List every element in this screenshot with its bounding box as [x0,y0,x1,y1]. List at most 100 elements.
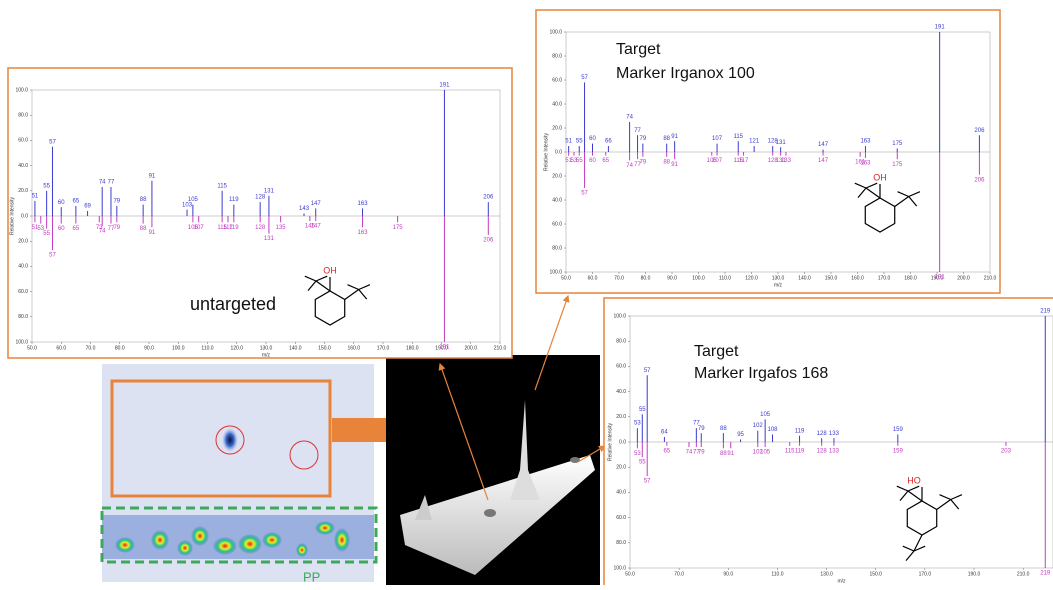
y-tick-label: 20.0 [616,465,626,471]
peak-label: 60 [589,136,596,142]
peak-label: 206 [483,237,494,243]
x-tick-label: 170.0 [919,571,932,577]
y-tick-label: 80.0 [552,245,562,251]
peak-label: 191 [935,25,946,31]
peak-label: 64 [661,430,668,436]
peak-label: 74 [99,180,106,186]
x-tick-label: 200.0 [464,345,477,351]
peak-label: 203 [1001,448,1012,454]
peak-label: 53 [634,451,641,457]
peak-label: 57 [49,253,56,259]
peak-label: 206 [483,195,494,201]
y-tick-label: 60.0 [18,138,28,144]
peak-label: 175 [393,225,404,231]
y-tick-label: 100.0 [613,313,626,319]
bond [344,289,360,300]
peak-label: 102 [753,423,764,429]
peak-label: 159 [893,448,904,454]
peak-label: 95 [737,432,744,438]
peak-label: 131 [776,140,787,146]
x-tick-label: 90.0 [667,275,677,281]
peak-label: 147 [311,201,322,207]
x-tick-label: 140.0 [798,275,811,281]
panel-frame [535,9,1001,294]
peak-label: 128 [768,139,779,145]
peak-label: 131 [264,188,275,194]
peak-label: 128 [768,158,779,164]
peak-label: 115 [785,448,795,454]
bond [950,499,960,510]
peak-label: 128 [817,431,828,437]
peak-label: 91 [671,162,678,168]
peak-label: 65 [602,158,609,164]
bond [905,550,915,561]
y-tick-label: 20.0 [18,188,28,194]
peak-label: 51 [565,158,572,164]
arrow [438,362,489,501]
y-tick-label: 100.0 [549,29,562,35]
y-tick-label: 100.0 [15,87,28,93]
peak-label: 77 [108,226,115,232]
x-tick-label: 150.0 [869,571,882,577]
x-tick-label: 60.0 [56,345,66,351]
y-tick-label: 40.0 [552,197,562,203]
peak-label: 74 [99,229,106,235]
structure-label: OH [873,172,887,182]
peak-label: 73 [96,225,103,231]
x-tick-label: 130.0 [772,275,785,281]
arrow [534,294,570,391]
bond [908,191,921,198]
peak-label: 161 [855,159,866,165]
spectrum-panel: 100.0 80.0 60.0 40.0 20.0 0.0 20.0 40.0 60.0 80.0… [535,9,1001,294]
peak-label: 65 [664,448,671,454]
y-axis-label: Relative Intensity [607,422,613,461]
bond [865,182,878,189]
x-tick-label: 150.0 [825,275,838,281]
peak-label: 175 [892,141,903,147]
peak-label: 51 [32,193,39,199]
y-tick-label: 20.0 [552,125,562,131]
peak-label: 57 [644,479,651,485]
peak-label: 206 [974,128,985,134]
x-tick-label: 190.0 [968,571,981,577]
peak-label: 79 [698,450,705,456]
x-tick-label: 180.0 [904,275,917,281]
peak-label: 115 [733,158,743,164]
x-tick-label: 180.0 [406,345,419,351]
panel-frame [603,297,1053,589]
y-tick-label: 40.0 [616,490,626,496]
bond [304,275,317,282]
peak-label: 65 [73,226,80,232]
y-tick-label: 20.0 [552,173,562,179]
y-tick-label: 0.0 [555,149,562,155]
peak-label: 133 [781,158,792,164]
peak-label: 55 [639,407,646,413]
x-axis-label: m/z [262,352,271,358]
peak-label: 105 [188,225,199,231]
bond [939,494,951,501]
peak-label: 175 [892,162,903,168]
peak-label: 88 [663,159,670,165]
x-tick-label: 160.0 [851,275,864,281]
y-tick-label: 0.0 [21,213,28,219]
peak-label: 115 [733,134,743,140]
chromatogram-label: PP [303,569,320,584]
peak-label: 60 [589,158,596,164]
peak-label: 57 [644,368,651,374]
peak-label: 53 [634,421,641,427]
peak-label: 79 [113,225,120,231]
bond [896,485,909,492]
peak-label: 74 [626,163,633,169]
bond [315,280,331,292]
x-tick-label: 110.0 [771,571,783,577]
x-tick-label: 50.0 [27,345,37,351]
peak-label: 57 [581,75,588,81]
peak-label: 77 [634,162,641,168]
y-tick-label: 40.0 [18,264,28,270]
x-tick-label: 90.0 [723,571,733,577]
peak-label: 55 [43,231,50,237]
x-tick-label: 130.0 [820,571,833,577]
x-tick-label: 130.0 [260,345,273,351]
peak-label: 79 [640,159,647,165]
peak-label: 219 [1040,571,1051,577]
